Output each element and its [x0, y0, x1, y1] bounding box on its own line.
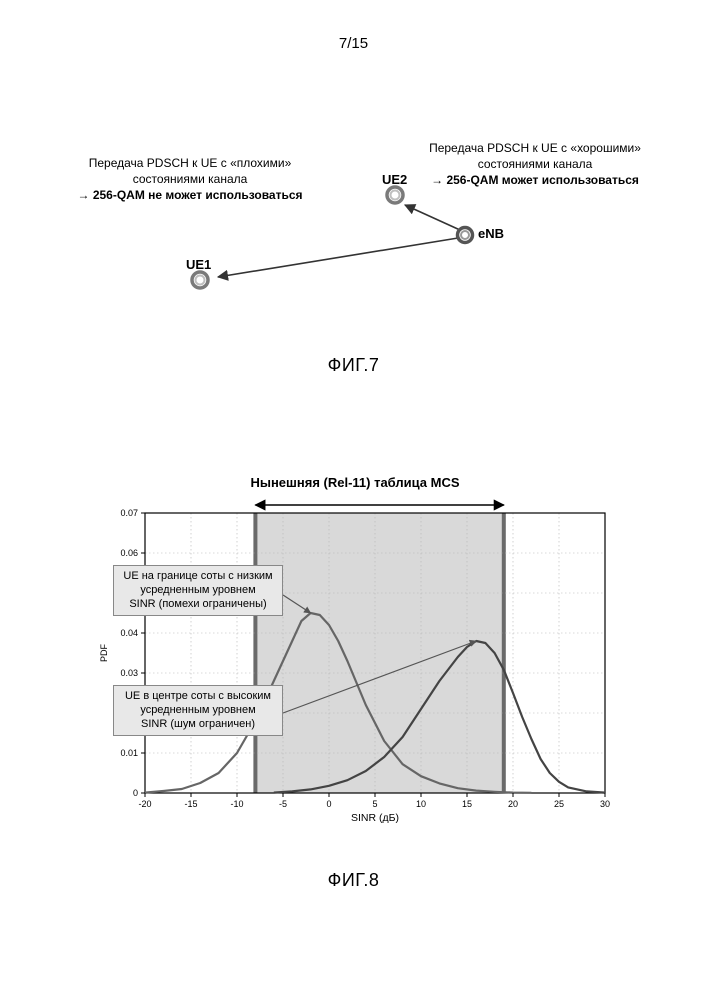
ue1-label: UE1 — [186, 257, 211, 272]
svg-text:-20: -20 — [138, 799, 151, 809]
svg-text:-15: -15 — [184, 799, 197, 809]
svg-text:PDF: PDF — [99, 643, 109, 662]
svg-text:0.04: 0.04 — [120, 628, 138, 638]
callout1-l2: усредненным уровнем — [140, 584, 255, 596]
svg-text:SINR (дБ): SINR (дБ) — [351, 812, 399, 824]
svg-text:5: 5 — [372, 799, 377, 809]
enb-label: eNB — [478, 226, 504, 241]
fig7-container: Передача PDSCH к UE с «плохими» состояни… — [0, 140, 707, 350]
callout2-l1: UE в центре соты с высоким — [125, 690, 271, 702]
fig8-chart: -20-15-10-505101520253000.010.020.030.04… — [90, 495, 620, 835]
callout-low-sinr: UE на границе соты с низким усредненным … — [113, 565, 283, 616]
fig7-caption: ФИГ.7 — [328, 355, 380, 376]
svg-text:0.03: 0.03 — [120, 668, 138, 678]
page-number: 7/15 — [339, 35, 368, 52]
svg-text:30: 30 — [600, 799, 610, 809]
fig7-diagram — [0, 140, 707, 350]
callout-high-sinr: UE в центре соты с высоким усредненным у… — [113, 685, 283, 736]
svg-text:0.07: 0.07 — [120, 508, 138, 518]
svg-text:-10: -10 — [230, 799, 243, 809]
svg-text:0: 0 — [133, 788, 138, 798]
svg-text:0.06: 0.06 — [120, 548, 138, 558]
svg-text:25: 25 — [554, 799, 564, 809]
svg-text:15: 15 — [462, 799, 472, 809]
svg-text:10: 10 — [416, 799, 426, 809]
callout2-l2: усредненным уровнем — [140, 704, 255, 716]
svg-text:0.01: 0.01 — [120, 748, 138, 758]
fig8-container: Нынешняя (Rel-11) таблица MCS -20 -15 -10 -… — [90, 475, 620, 835]
svg-text:20: 20 — [508, 799, 518, 809]
fig8-caption: ФИГ.8 — [328, 870, 380, 891]
callout2-l3: SINR (шум ограничен) — [141, 718, 255, 730]
mcs-label: Нынешняя (Rel-11) таблица MCS — [250, 475, 459, 490]
ue2-label: UE2 — [382, 172, 407, 187]
svg-text:0: 0 — [326, 799, 331, 809]
svg-text:-5: -5 — [279, 799, 287, 809]
callout1-l1: UE на границе соты с низким — [123, 570, 272, 582]
callout1-l3: SINR (помехи ограничены) — [129, 598, 266, 610]
